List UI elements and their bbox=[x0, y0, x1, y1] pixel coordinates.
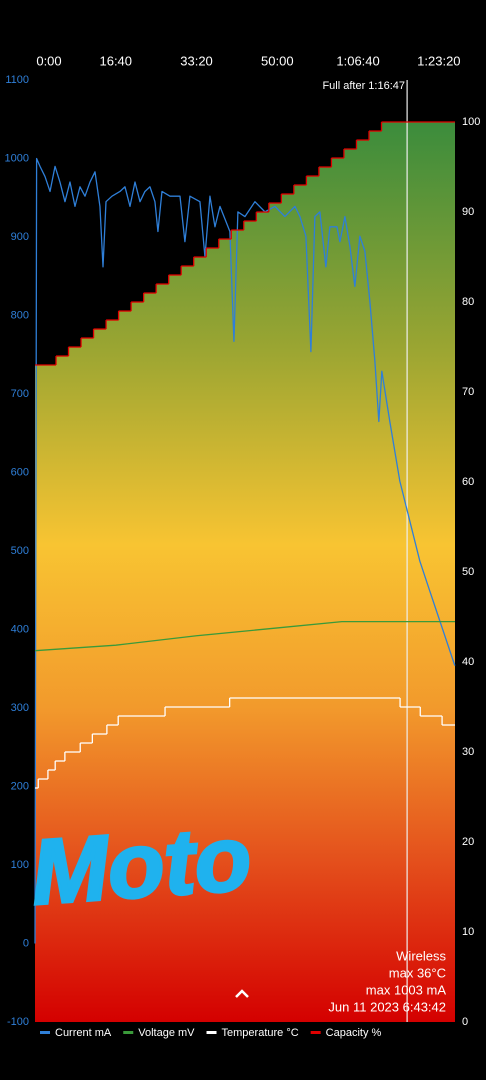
series-line bbox=[34, 621, 455, 652]
y-tick-label: 400 bbox=[11, 623, 29, 635]
y2-tick-label: 80 bbox=[462, 296, 474, 308]
area-layer bbox=[35, 122, 455, 1022]
expand-icon[interactable] bbox=[235, 989, 249, 998]
info-block: Wireless max 36°C max 1003 mA Jun 11 2023 6… bbox=[328, 948, 446, 1014]
y2-tick-label: 0 bbox=[462, 1016, 468, 1028]
info-line: max 1003 mA bbox=[366, 982, 447, 997]
y2-tick-label: 60 bbox=[462, 476, 474, 488]
y2-tick-label: 50 bbox=[462, 566, 474, 578]
y2-tick-label: 10 bbox=[462, 926, 474, 938]
axis-layer: 0:00 16:40 33:20 50:00 1:06:40 1:23:20 -100 0 10… bbox=[5, 53, 481, 1027]
info-line: Jun 11 2023 6:43:42 bbox=[328, 999, 446, 1014]
y-tick-label: 900 bbox=[11, 231, 29, 243]
y-tick-label: 700 bbox=[11, 388, 29, 400]
x-tick-label: 16:40 bbox=[99, 53, 132, 68]
legend-swatch bbox=[40, 1031, 50, 1034]
series-line bbox=[34, 157, 456, 944]
y-tick-label: 800 bbox=[11, 309, 29, 321]
x-tick-label: 1:06:40 bbox=[336, 53, 379, 68]
y-tick-label: 300 bbox=[11, 702, 29, 714]
info-line: Wireless bbox=[396, 948, 446, 963]
legend-label: Temperature °C bbox=[222, 1027, 299, 1039]
line-layer bbox=[34, 80, 456, 1022]
y-tick-label: 600 bbox=[11, 466, 29, 478]
x-tick-label: 50:00 bbox=[261, 53, 294, 68]
y2-tick-label: 30 bbox=[462, 746, 474, 758]
scribble: Moto bbox=[28, 807, 254, 924]
y-tick-label: -100 bbox=[7, 1016, 29, 1028]
full-label: Full after 1:16:47 bbox=[322, 80, 405, 92]
x-tick-label: 0:00 bbox=[36, 53, 61, 68]
x-tick-label: 33:20 bbox=[180, 53, 213, 68]
legend-swatch bbox=[310, 1031, 321, 1034]
legend-label: Capacity % bbox=[326, 1027, 382, 1039]
y2-tick-label: 20 bbox=[462, 836, 474, 848]
y-tick-label: 100 bbox=[11, 859, 29, 871]
legend-swatch bbox=[123, 1031, 134, 1034]
y2-tick-label: 90 bbox=[462, 206, 474, 218]
legend-label: Voltage mV bbox=[138, 1027, 195, 1039]
y-tick-label: 1000 bbox=[5, 152, 29, 164]
y-tick-label: 0 bbox=[23, 937, 29, 949]
capacity-area bbox=[35, 122, 455, 1022]
info-line: max 36°C bbox=[389, 965, 446, 980]
y2-tick-label: 70 bbox=[462, 386, 474, 398]
legend: Current mA Voltage mV Temperature °C Capaci… bbox=[40, 1027, 382, 1039]
y-tick-label: 1100 bbox=[5, 74, 29, 86]
y2-tick-label: 40 bbox=[462, 656, 474, 668]
y-tick-label: 500 bbox=[11, 545, 29, 557]
y-tick-label: 200 bbox=[11, 780, 29, 792]
legend-label: Current mA bbox=[55, 1027, 112, 1039]
x-tick-label: 1:23:20 bbox=[417, 53, 460, 68]
y2-tick-label: 100 bbox=[462, 116, 480, 128]
legend-swatch bbox=[206, 1031, 217, 1034]
